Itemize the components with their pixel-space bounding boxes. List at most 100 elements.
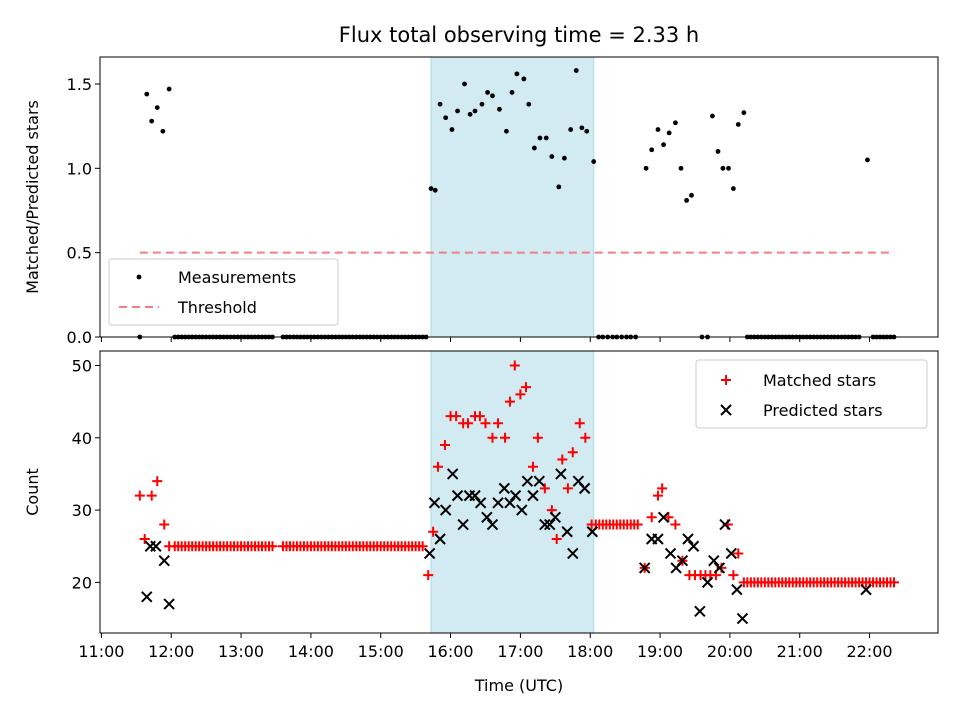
matched-point	[509, 360, 520, 371]
measurement-point	[726, 165, 731, 171]
measurement-point	[437, 101, 443, 107]
predicted-point	[434, 533, 446, 545]
top-panel: 0.0 0.5 1.0 1.5 Matched/Predicted stars Mea…	[23, 56, 939, 347]
predicted-point	[676, 554, 689, 567]
measurement-point	[715, 149, 721, 154]
predicted-point	[509, 489, 522, 502]
predicted-point	[578, 482, 591, 495]
measurement-point	[643, 165, 649, 171]
measurement-point	[655, 127, 661, 132]
matched-point	[500, 432, 511, 443]
measurement-point	[526, 101, 532, 107]
predicted-point	[638, 562, 651, 574]
predicted-point	[474, 497, 487, 509]
matched-point	[663, 512, 674, 523]
predicted-point	[555, 468, 567, 480]
predicted-point	[544, 518, 556, 531]
matched-point	[493, 418, 504, 429]
matched-point	[439, 440, 450, 450]
y-tick-label: 40	[72, 429, 92, 448]
measurement-point	[467, 111, 473, 117]
matched-point	[417, 541, 428, 552]
measurement-point	[509, 90, 515, 95]
predicted-point	[527, 489, 539, 502]
y-tick-label: 1.0	[67, 159, 92, 178]
measurement-point	[166, 86, 172, 92]
measurement-point	[462, 81, 467, 87]
measurement-point	[865, 157, 870, 163]
x-tick-label: 17:00	[497, 642, 543, 661]
predicted-point	[446, 468, 459, 480]
measurement-point	[561, 155, 567, 161]
measurement-point	[689, 192, 694, 198]
measurement-point	[549, 154, 555, 159]
matched-point	[532, 432, 543, 443]
predicted-point	[423, 547, 436, 560]
matched-point	[632, 519, 643, 530]
matched-point	[574, 418, 585, 429]
top-panel-frame	[99, 56, 939, 338]
matched-point	[451, 411, 462, 422]
predicted-point	[549, 511, 562, 524]
predicted-point	[657, 511, 670, 524]
matched-point	[567, 447, 578, 458]
observing-span	[430, 56, 595, 338]
predicted-point	[521, 475, 534, 487]
y-tick-label: 0.0	[67, 328, 92, 347]
predicted-point	[708, 554, 720, 567]
matched-point	[463, 418, 474, 429]
x-tick-label: 15:00	[358, 642, 404, 661]
matched-point	[670, 519, 681, 530]
x-tick-label: 14:00	[288, 642, 334, 661]
measurement-point	[584, 128, 590, 134]
matched-point	[557, 454, 568, 465]
x-tick-label: 16:00	[428, 642, 474, 661]
measurement-point	[556, 184, 562, 190]
measurement-point	[144, 91, 150, 97]
x-tick-label: 13:00	[218, 642, 264, 661]
predicted-point	[701, 576, 714, 589]
legend-marker-matched	[721, 375, 731, 385]
predicted-point	[567, 547, 579, 560]
predicted-point	[504, 497, 516, 509]
x-tick-label: 18:00	[567, 642, 613, 661]
matched-point	[487, 432, 498, 443]
matched-point	[159, 519, 170, 530]
x-tick-label: 20:00	[707, 642, 753, 661]
predicted-point	[725, 547, 738, 560]
matched-point	[139, 534, 150, 544]
predicted-point	[664, 547, 677, 560]
predicted-point	[539, 518, 551, 531]
predicted-point	[736, 612, 749, 625]
bottom-panel-legend: Matched stars Predicted stars	[695, 359, 928, 429]
matched-point	[504, 396, 515, 407]
measurement-point	[673, 120, 678, 126]
matched-point	[539, 483, 550, 494]
matched-point	[652, 490, 663, 501]
predicted-point	[860, 583, 872, 596]
chart-title: Flux total observing time = 2.33 h	[339, 23, 699, 47]
x-tick-label: 21:00	[777, 642, 823, 661]
matched-point	[527, 461, 538, 472]
matched-point	[657, 483, 668, 494]
measurement-point	[497, 106, 502, 112]
measurement-point	[455, 108, 460, 114]
bottom-panel-ylabel: Count	[23, 468, 42, 516]
measurement-point	[449, 127, 455, 132]
measurement-point	[490, 93, 495, 99]
legend-box	[695, 359, 928, 429]
legend-label-threshold: Threshold	[177, 298, 257, 317]
predicted-point	[586, 526, 599, 538]
predicted-point	[150, 540, 162, 552]
predicted-point	[141, 591, 153, 603]
matched-point	[423, 570, 434, 581]
matched-point	[152, 476, 163, 487]
matched-point	[146, 490, 157, 501]
matched-point	[889, 577, 900, 588]
matched-point	[134, 490, 145, 501]
predicted-point	[486, 518, 499, 531]
measurement-point	[710, 113, 715, 119]
measurement-point	[661, 142, 666, 148]
predicted-point	[533, 475, 545, 487]
measurement-point	[591, 159, 597, 164]
